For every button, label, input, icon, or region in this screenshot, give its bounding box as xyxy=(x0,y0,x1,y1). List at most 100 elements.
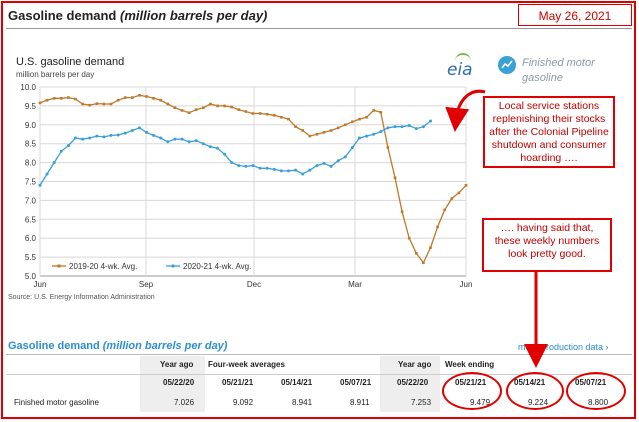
data-point-2020-21 xyxy=(88,136,92,140)
data-point-2019-20 xyxy=(131,96,134,99)
x-tick-label: Jun xyxy=(34,280,47,289)
legend-label: 2020-21 4-wk. Avg. xyxy=(183,262,251,271)
series-line-2020-21 xyxy=(39,120,431,186)
data-point-2019-20 xyxy=(365,115,368,119)
data-point-2019-20 xyxy=(422,261,425,265)
more-production-data-link[interactable]: more production data › xyxy=(518,342,609,352)
y-tick-label: 5.5 xyxy=(25,253,37,262)
data-point-2019-20 xyxy=(116,98,120,102)
data-point-2019-20 xyxy=(322,131,326,134)
annotation-box-weekly: …. having said that, these weekly number… xyxy=(482,218,612,272)
data-point-2019-20 xyxy=(45,98,49,102)
data-point-2019-20 xyxy=(152,97,155,100)
data-point-2020-21 xyxy=(429,119,432,123)
table-cell: 8.911 xyxy=(350,398,370,407)
data-point-2019-20 xyxy=(429,246,432,249)
highlight-ring xyxy=(442,372,502,410)
data-point-2019-20 xyxy=(102,102,106,106)
header-week-ending: Week ending xyxy=(445,360,495,369)
data-point-2019-20 xyxy=(415,252,418,255)
data-point-2019-20 xyxy=(436,225,439,229)
y-tick-label: 6.5 xyxy=(25,215,37,224)
data-point-2019-20 xyxy=(400,210,404,214)
date-header: 05/14/21 xyxy=(281,378,313,387)
data-point-2020-21 xyxy=(52,161,56,165)
highlight-ring xyxy=(506,372,564,410)
x-tick-label: Jun xyxy=(460,280,473,289)
x-tick-label: Sep xyxy=(139,280,154,289)
legend-label: 2019-20 4-wk. Avg. xyxy=(69,262,137,271)
data-point-2020-21 xyxy=(95,134,99,138)
chart-source: Source: U.S. Energy Information Administ… xyxy=(8,294,155,301)
annotation-box-pipeline: Local service stations replenishing thei… xyxy=(483,96,615,168)
data-point-2019-20 xyxy=(273,114,276,117)
data-point-2020-21 xyxy=(187,140,191,144)
data-point-2019-20 xyxy=(38,101,42,105)
date-header: 05/22/20 xyxy=(163,378,195,387)
data-point-2019-20 xyxy=(187,111,191,115)
data-point-2020-21 xyxy=(329,164,333,168)
data-point-2019-20 xyxy=(244,110,248,113)
data-point-2019-20 xyxy=(464,183,468,187)
eia-logo[interactable]: eia xyxy=(447,60,473,80)
data-point-2019-20 xyxy=(457,191,461,195)
y-tick-label: 8.5 xyxy=(25,140,37,149)
data-point-2019-20 xyxy=(216,104,219,108)
data-point-2020-21 xyxy=(201,142,205,146)
highlight-ring xyxy=(566,372,626,410)
data-point-2019-20 xyxy=(351,120,354,124)
chart-line-icon[interactable] xyxy=(498,56,516,74)
data-point-2019-20 xyxy=(95,102,99,105)
data-point-2020-21 xyxy=(393,125,397,129)
data-point-2020-21 xyxy=(315,164,319,168)
data-point-2020-21 xyxy=(258,166,262,170)
side-panel-label[interactable]: Finished motor gasoline xyxy=(522,57,595,84)
series-line-2019-20 xyxy=(39,94,467,265)
data-point-2020-21 xyxy=(123,131,127,135)
shade-col-yearago1 xyxy=(140,356,205,412)
data-point-2020-21 xyxy=(45,172,49,176)
line-chart: 5.0 5.5 6.0 6.5 7.0 7.5 8.0 8.5 9.0 9.5 10.0 Jun Sep… xyxy=(20,83,473,289)
data-point-2020-21 xyxy=(251,164,255,168)
data-point-2020-21 xyxy=(74,136,77,140)
date-header: 05/22/20 xyxy=(397,378,429,387)
legend-marker-2019-20 xyxy=(57,264,61,268)
data-point-2020-21 xyxy=(322,161,326,165)
data-point-2020-21 xyxy=(350,145,354,149)
data-point-2019-20 xyxy=(258,112,262,115)
x-tick-label: Dec xyxy=(247,280,261,289)
data-point-2019-20 xyxy=(209,102,212,106)
data-point-2020-21 xyxy=(421,125,425,129)
data-point-2019-20 xyxy=(138,94,141,97)
data-point-2020-21 xyxy=(81,137,85,141)
data-point-2019-20 xyxy=(230,105,233,109)
table-cell: 9.092 xyxy=(233,398,254,407)
data-point-2019-20 xyxy=(60,97,63,100)
data-point-2020-21 xyxy=(145,130,148,134)
data-point-2020-21 xyxy=(244,164,248,168)
y-tick-label: 9.0 xyxy=(25,121,37,130)
data-point-2020-21 xyxy=(137,126,141,130)
data-point-2020-21 xyxy=(66,144,70,148)
chart-title: U.S. gasoline demand xyxy=(16,56,125,68)
data-point-2019-20 xyxy=(180,109,184,112)
data-point-2019-20 xyxy=(88,103,91,107)
data-point-2020-21 xyxy=(279,169,283,173)
data-point-2020-21 xyxy=(223,152,227,156)
data-point-2020-21 xyxy=(343,155,347,159)
row-divider xyxy=(6,374,632,375)
data-point-2020-21 xyxy=(372,132,376,136)
data-point-2020-21 xyxy=(379,130,383,134)
data-point-2020-21 xyxy=(336,159,340,163)
data-point-2020-21 xyxy=(287,169,290,173)
data-point-2019-20 xyxy=(123,96,127,99)
table-cell: 7.026 xyxy=(174,398,195,407)
data-point-2020-21 xyxy=(365,134,369,138)
y-tick-label: 9.5 xyxy=(25,102,37,111)
data-point-2019-20 xyxy=(202,106,205,110)
data-point-2019-20 xyxy=(74,97,77,101)
row-label: Finished motor gasoline xyxy=(14,398,99,407)
header-year-ago-2: Year ago xyxy=(398,360,432,369)
data-point-2020-21 xyxy=(194,139,198,143)
data-point-2019-20 xyxy=(237,108,241,111)
